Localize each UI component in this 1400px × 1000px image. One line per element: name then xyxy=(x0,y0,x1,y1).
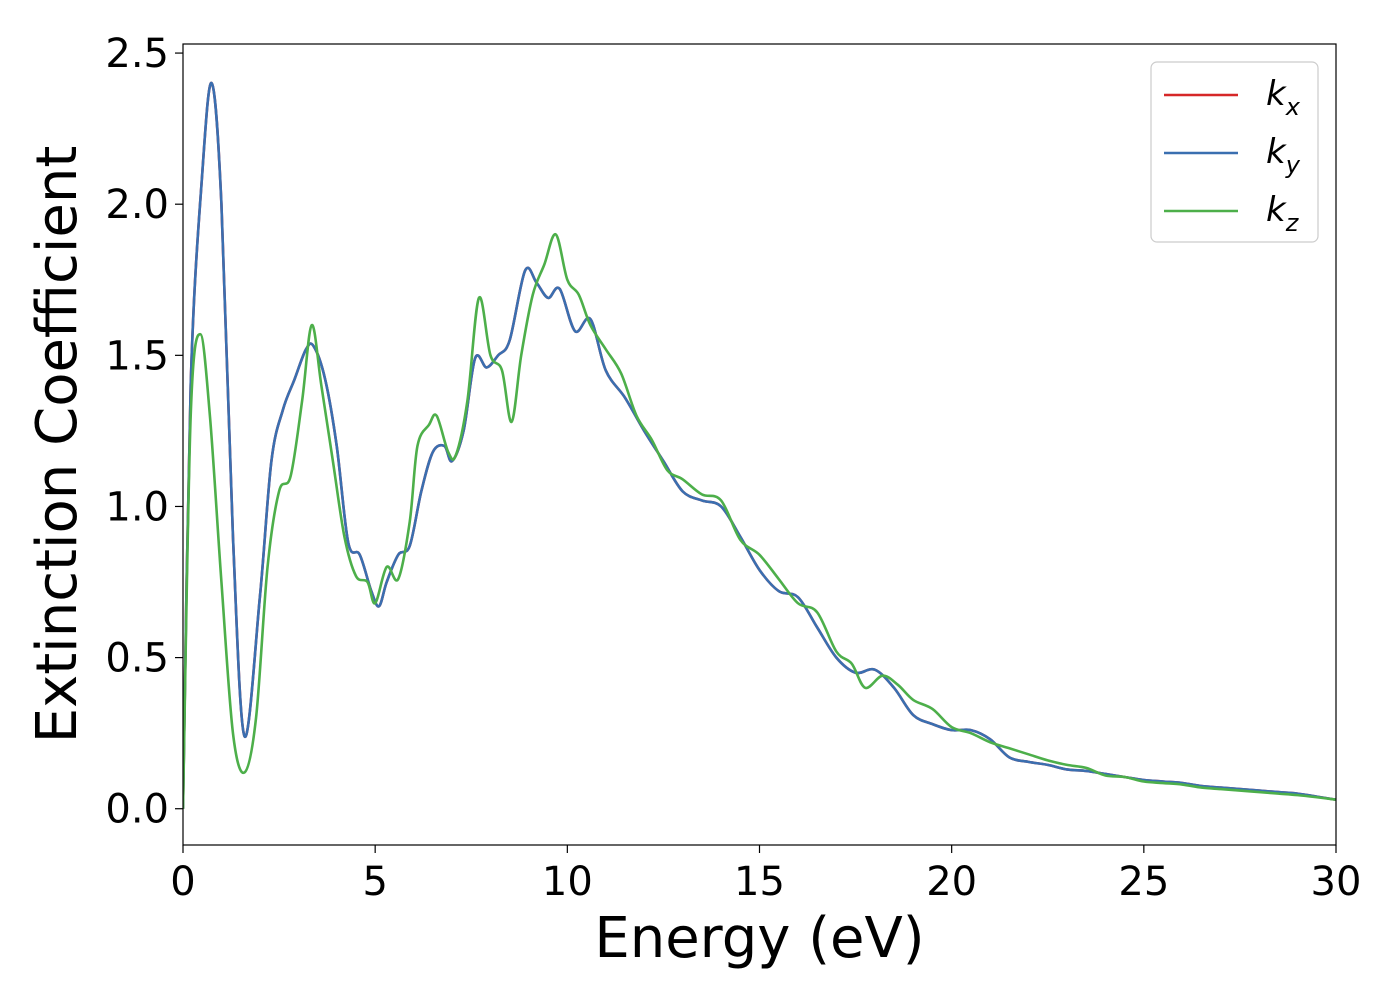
x-tick-label: 0 xyxy=(170,859,195,905)
x-axis-ticks: 0 5 10 15 20 25 30 xyxy=(170,845,1361,905)
legend-label-subscript: z xyxy=(1285,209,1300,237)
y-tick-label: 2.5 xyxy=(105,31,169,77)
legend-label-base: k xyxy=(1266,190,1287,230)
y-tick-label: 1.5 xyxy=(105,333,169,379)
y-tick-label: 2.0 xyxy=(105,182,169,228)
legend-label: kz xyxy=(1266,190,1300,237)
series-line-k-z xyxy=(183,233,1336,809)
series-layer xyxy=(183,81,1336,809)
y-tick-label: 0.0 xyxy=(105,787,169,833)
legend-label: ky xyxy=(1266,132,1301,179)
y-axis-ticks: 0.0 0.5 1.0 1.5 2.0 2.5 xyxy=(105,31,183,833)
legend-label-subscript: x xyxy=(1285,93,1301,121)
y-tick-label: 1.0 xyxy=(105,484,169,530)
legend-label-base: k xyxy=(1266,74,1287,114)
x-tick-label: 20 xyxy=(926,859,977,905)
y-axis-title: Extinction Coefficient xyxy=(25,146,90,744)
x-tick-label: 10 xyxy=(542,859,593,905)
x-tick-label: 5 xyxy=(362,859,387,905)
legend-label-base: k xyxy=(1266,132,1287,172)
legend-label-subscript: y xyxy=(1285,151,1301,179)
x-tick-label: 15 xyxy=(734,859,785,905)
y-tick-label: 0.5 xyxy=(105,636,169,682)
series-line-k-y xyxy=(183,81,1336,809)
x-tick-label: 30 xyxy=(1311,859,1362,905)
x-tick-label: 25 xyxy=(1118,859,1169,905)
legend-label: kx xyxy=(1266,74,1301,121)
x-axis-title: Energy (eV) xyxy=(594,906,924,971)
